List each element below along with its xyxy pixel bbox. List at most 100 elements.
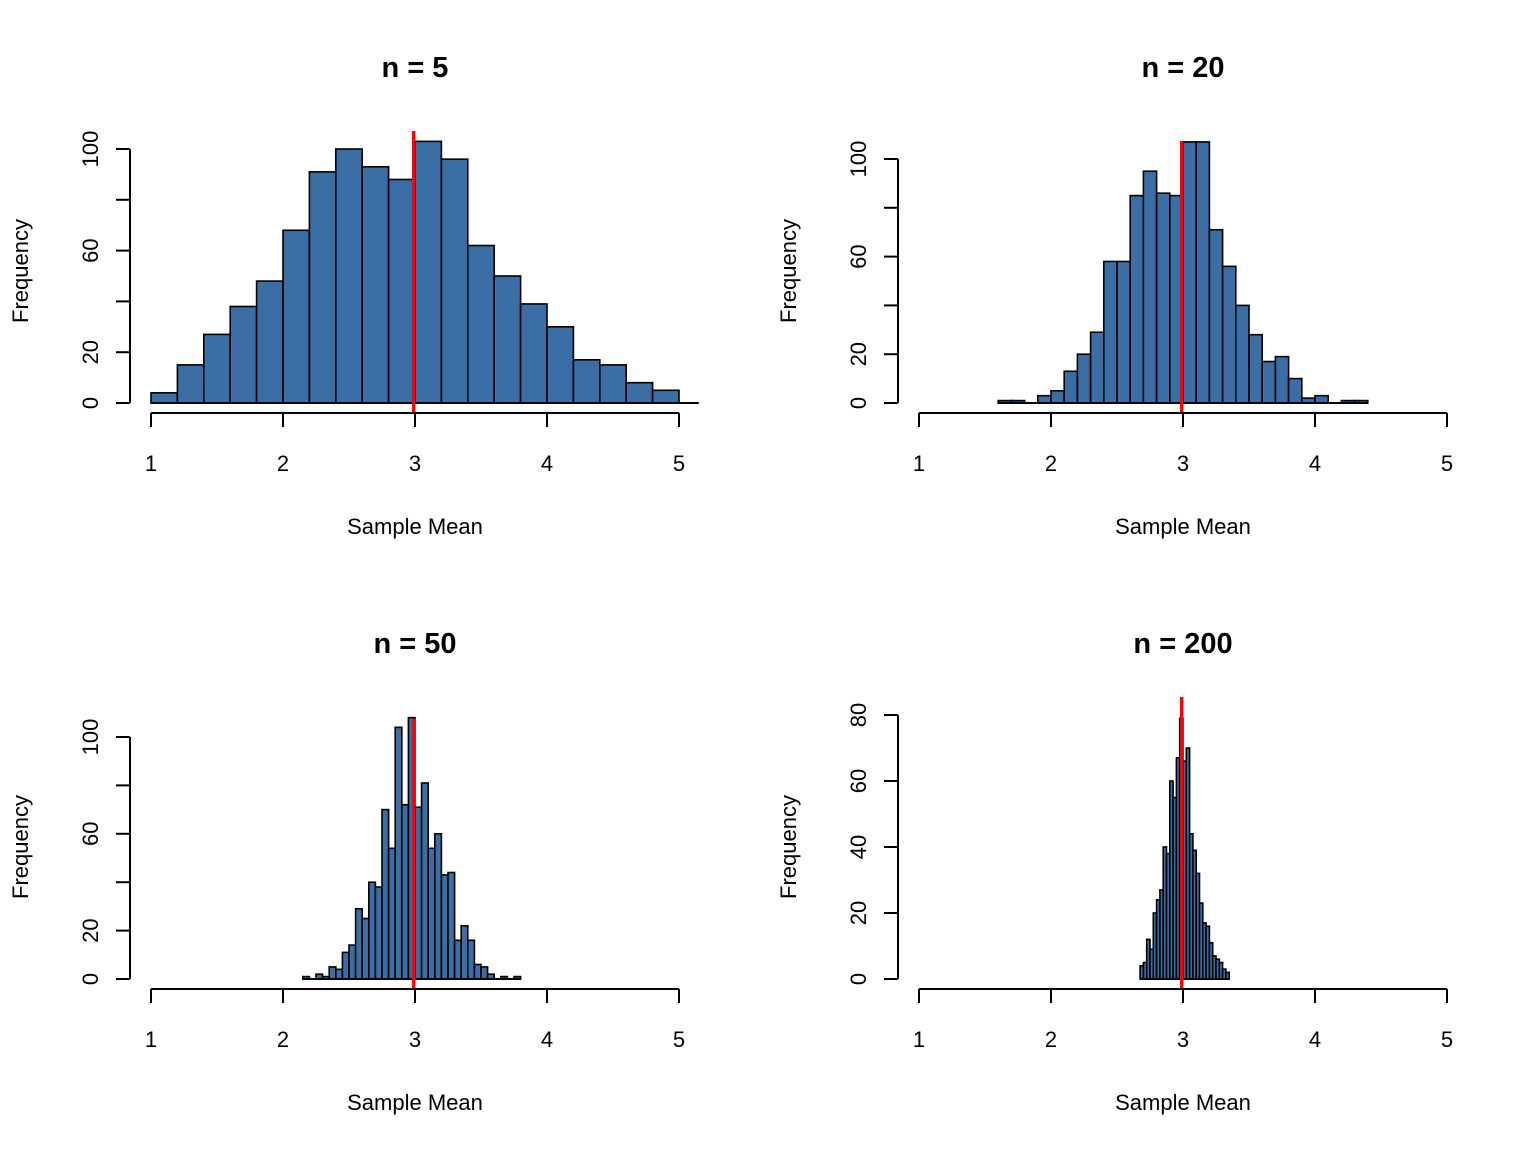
histogram-bar: [394, 726, 403, 980]
histogram-bar: [1195, 141, 1211, 404]
histogram-bar: [255, 280, 284, 404]
histogram-bar: [374, 886, 383, 980]
x-tick-label: 3: [1177, 1027, 1189, 1052]
y-tick-label: 0: [846, 973, 871, 985]
x-tick-label: 3: [1177, 451, 1189, 476]
histogram-bar: [414, 806, 423, 980]
histogram-bar: [440, 158, 469, 404]
histogram-bar: [354, 908, 364, 980]
x-axis: 1 2 3 4 5: [145, 412, 685, 476]
histogram-bar: [361, 917, 370, 980]
x-tick-label: 1: [145, 1027, 157, 1052]
y-tick-label: 0: [846, 397, 871, 409]
y-axis: 0 20 60 100: [78, 719, 131, 985]
x-tick-label: 4: [541, 451, 553, 476]
y-axis-label: Frequency: [776, 219, 801, 323]
histogram-bar: [420, 782, 430, 980]
panel-title: n = 20: [1141, 52, 1224, 84]
y-tick-label: 60: [846, 244, 871, 268]
histogram-bar: [572, 359, 601, 404]
y-tick-label: 60: [78, 238, 103, 262]
histogram-bar: [427, 847, 436, 980]
histogram-bar: [1155, 192, 1171, 404]
bars: [301, 716, 522, 980]
x-axis-label: Sample Mean: [1115, 514, 1251, 539]
histogram-bar: [1221, 265, 1237, 404]
histogram-bar: [453, 939, 463, 980]
histogram-bar: [1248, 333, 1263, 404]
histogram-bar: [387, 178, 416, 404]
histogram-bar: [1089, 331, 1105, 404]
x-tick-label: 5: [1441, 451, 1453, 476]
histogram-bar: [308, 171, 337, 404]
histogram-bar: [348, 944, 357, 980]
histogram-bar: [447, 871, 456, 980]
x-tick-label: 4: [541, 1027, 553, 1052]
x-tick-label: 1: [913, 451, 925, 476]
histogram-bar: [1129, 194, 1145, 404]
x-tick-label: 3: [409, 451, 421, 476]
histogram-bar: [440, 874, 449, 980]
y-tick-label: 20: [78, 918, 103, 942]
y-tick-label: 20: [78, 340, 103, 364]
panel-n50: n = 50 Sample Mean Frequency 1 2 3 4 5 0 20 60 1…: [8, 628, 685, 1115]
x-axis: 1 2 3 4 5: [913, 988, 1453, 1052]
histogram-bar: [414, 140, 443, 404]
x-axis-label: Sample Mean: [347, 1090, 483, 1115]
y-tick-label: 80: [846, 703, 871, 727]
histogram-bar: [1076, 353, 1092, 404]
panel-title: n = 5: [382, 52, 449, 84]
x-tick-label: 5: [1441, 1027, 1453, 1052]
x-tick-label: 2: [1045, 1027, 1057, 1052]
y-tick-label: 20: [846, 901, 871, 925]
panel-n5: n = 5 Sample Mean Frequency 1 2 3 4 5 0 20 60 10…: [8, 52, 699, 539]
histogram-bar: [546, 325, 575, 404]
y-tick-label: 0: [78, 397, 103, 409]
x-axis: 1 2 3 4 5: [913, 412, 1453, 476]
histogram-bar: [625, 381, 654, 404]
histogram-bar: [1103, 260, 1118, 404]
histogram-bar: [1261, 360, 1277, 404]
histogram-bar: [381, 808, 390, 980]
y-axis-label: Frequency: [8, 219, 33, 323]
x-tick-label: 1: [145, 451, 157, 476]
x-axis-label: Sample Mean: [1115, 1090, 1251, 1115]
histogram-bar: [1182, 141, 1197, 404]
histogram-bar: [1274, 355, 1290, 404]
x-tick-label: 3: [409, 1027, 421, 1052]
x-tick-label: 2: [277, 451, 289, 476]
y-tick-label: 100: [78, 131, 103, 168]
histogram-bar: [361, 165, 390, 404]
panel-n200: n = 200 Sample Mean Frequency 1 2 3 4 5 0 20 40…: [776, 628, 1453, 1115]
histogram-bar: [203, 333, 232, 404]
histogram-bar: [282, 229, 311, 404]
panel-n20: n = 20 Sample Mean Frequency 1 2 3 4 5 0 20 60 1…: [776, 52, 1453, 539]
y-axis: 0 20 40 60 80: [846, 703, 899, 985]
histogram-bar: [1287, 377, 1303, 404]
histogram-bar: [493, 275, 522, 404]
y-axis: 0 20 60 100: [846, 141, 899, 409]
x-tick-label: 5: [673, 1027, 685, 1052]
histogram-bar: [400, 803, 410, 980]
histogram-bar: [1208, 228, 1224, 404]
histogram-bar: [1116, 260, 1131, 404]
histogram-bar: [466, 244, 495, 404]
x-axis-label: Sample Mean: [347, 514, 483, 539]
y-tick-label: 60: [78, 822, 103, 846]
histogram-bar: [328, 966, 337, 980]
histogram-bar: [334, 968, 344, 980]
x-axis: 1 2 3 4 5: [145, 988, 685, 1052]
x-tick-label: 4: [1309, 1027, 1321, 1052]
y-tick-label: 20: [846, 342, 871, 366]
histogram-bar: [1037, 394, 1052, 404]
x-tick-label: 1: [913, 1027, 925, 1052]
histogram-bar: [334, 148, 363, 404]
histogram-bar: [367, 881, 377, 980]
x-tick-label: 5: [673, 451, 685, 476]
histogram-bar: [473, 963, 482, 980]
histogram-bar: [1063, 370, 1079, 404]
y-tick-label: 100: [846, 141, 871, 178]
histogram-bar: [480, 966, 489, 980]
